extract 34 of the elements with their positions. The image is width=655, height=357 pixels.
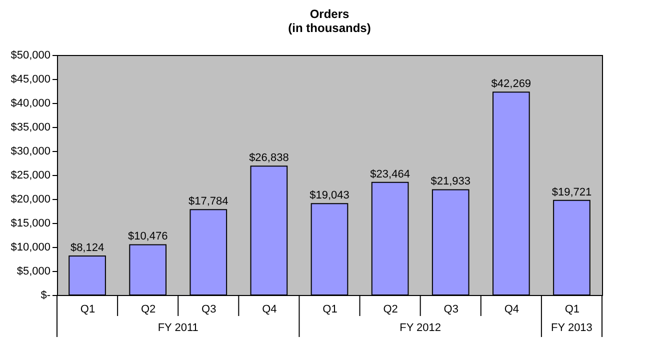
y-tick-label: $25,000 (10, 170, 50, 182)
data-label: $23,464 (370, 168, 410, 180)
text: FY 2013 (551, 322, 592, 334)
text: FY 2012 (400, 322, 442, 334)
x-tick-label: Q4 (504, 304, 520, 316)
y-tick-label: $30,000 (10, 146, 50, 158)
data-label: $19,721 (552, 186, 592, 198)
x-tick-label: Q4 (262, 304, 277, 316)
x-tick-label: Q3 (444, 304, 458, 316)
data-label: $8,124 (70, 242, 104, 254)
data-label: $42,269 (491, 78, 532, 90)
y-tick-label: $15,000 (10, 218, 50, 230)
x-tick-label: Q3 (202, 304, 216, 316)
data-label: $21,933 (430, 176, 470, 188)
data-label: $17,784 (188, 196, 228, 208)
data-label: $19,043 (310, 190, 350, 202)
text: (in thousands) (288, 21, 371, 35)
y-tick-label: $45,000 (10, 74, 50, 86)
y-tick-label: $10,000 (10, 242, 50, 254)
data-label: $26,838 (249, 152, 289, 164)
text: Orders (310, 7, 350, 21)
text: FY 2011 (158, 322, 198, 334)
y-tick-label: $20,000 (10, 194, 50, 206)
y-tick-label: $5,000 (16, 266, 50, 278)
x-tick-label: Q1 (322, 304, 338, 316)
data-label: $10,476 (128, 230, 168, 243)
y-tick-label: $- (40, 290, 51, 302)
x-tick-label: Q2 (140, 304, 156, 316)
y-tick-label: $40,000 (10, 98, 50, 110)
x-tick-label: Q1 (564, 304, 580, 316)
x-tick-label: Q2 (383, 304, 398, 316)
y-tick-label: $35,000 (10, 122, 50, 134)
x-tick-label: Q1 (80, 304, 96, 316)
y-tick-label: $50,000 (10, 50, 50, 62)
